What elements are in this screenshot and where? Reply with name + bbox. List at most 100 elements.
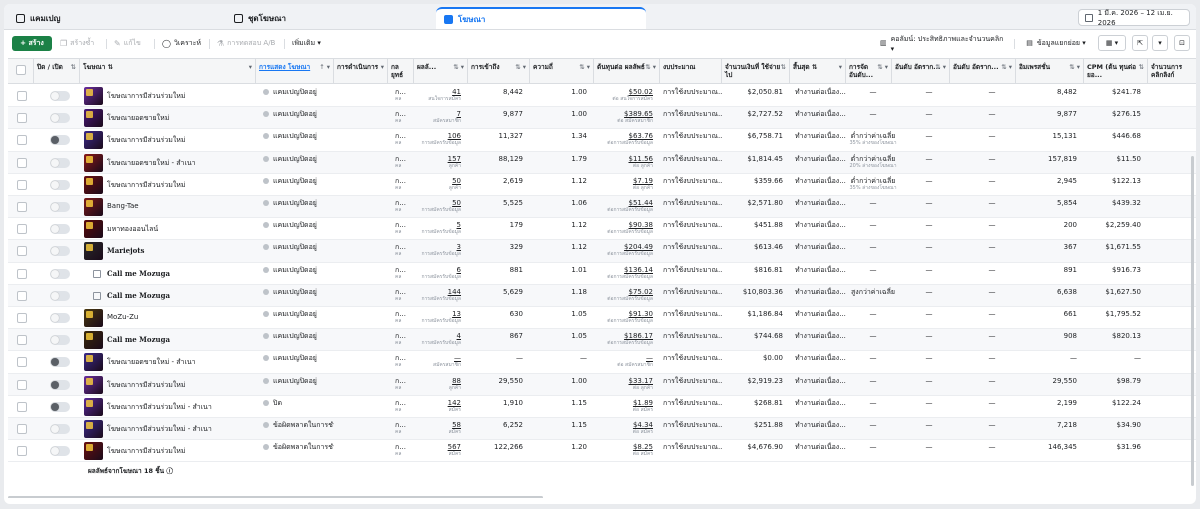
header-quality[interactable]: อันดับ อัตราก... ⇅ ▾ — [892, 59, 950, 84]
results-value[interactable]: 41 — [452, 88, 461, 96]
header-cost-per-result[interactable]: ต้นทุนต่อ ผลลัพธ์ ⇅ ▾ — [594, 59, 660, 84]
ad-name[interactable]: Call me Mozuga — [107, 268, 171, 278]
on-off-toggle[interactable] — [50, 91, 70, 101]
results-value[interactable]: 3 — [456, 243, 461, 252]
on-off-toggle[interactable] — [50, 313, 70, 323]
table-row[interactable]: โฆษณาการมีส่วนร่วมใหม่ แคมเปญปิดอยู่ ก..… — [8, 174, 1196, 196]
ad-name[interactable]: โฆษณาการมีส่วนร่วมใหม่ — [107, 380, 186, 389]
horizontal-scrollbar[interactable] — [8, 496, 543, 498]
cost-per-result-value[interactable]: $90.38 — [628, 221, 654, 230]
header-impressions[interactable]: อิมเพรสชั่น ⇅ ▾ — [1016, 59, 1084, 84]
results-value[interactable]: 144 — [447, 287, 461, 296]
header-budget[interactable]: งบประมาณ — [660, 59, 722, 84]
ad-name[interactable]: โฆษณาการมีส่วนร่วมใหม่ — [107, 136, 186, 145]
ad-thumbnail[interactable] — [84, 442, 103, 461]
row-checkbox[interactable] — [17, 424, 27, 434]
tab-ads[interactable]: โฆษณา — [436, 7, 646, 29]
ad-thumbnail[interactable] — [84, 153, 103, 172]
results-value[interactable]: 7 — [456, 110, 461, 119]
ad-name[interactable]: โฆษณายอดขายใหม่ - สำเนา — [107, 358, 196, 367]
on-off-toggle[interactable] — [50, 224, 70, 235]
row-checkbox[interactable] — [17, 246, 27, 257]
on-off-toggle[interactable] — [50, 379, 70, 390]
row-checkbox[interactable] — [17, 290, 27, 301]
on-off-toggle[interactable] — [50, 290, 70, 301]
results-value[interactable]: 50 — [452, 176, 461, 185]
on-off-toggle[interactable] — [50, 335, 70, 346]
cost-per-result-value[interactable]: $51.44 — [628, 199, 654, 207]
ad-thumbnail[interactable] — [84, 109, 103, 128]
cost-per-result-value[interactable]: $1.89 — [632, 398, 653, 407]
header-ends[interactable]: สิ้นสุด ⇅ ▾ — [790, 59, 846, 84]
results-value[interactable]: 88 — [452, 376, 461, 385]
table-row[interactable]: โฆษณายอดขายใหม่ แคมเปญปิดอยู่ ก... คล 7 สม… — [8, 107, 1196, 130]
on-off-toggle[interactable] — [50, 424, 70, 434]
header-amount-spent[interactable]: จำนวนเงินที่ ใช้จ่ายไป ⇅ — [722, 59, 790, 84]
row-checkbox[interactable] — [17, 313, 27, 323]
results-value[interactable]: 50 — [452, 199, 461, 207]
ad-name[interactable]: โฆษณายอดขายใหม่ — [107, 114, 170, 123]
header-conv[interactable]: อันดับ อัตราก... ⇅ ▾ — [950, 59, 1016, 84]
ad-name[interactable]: มหาทองออนไลน์ — [107, 225, 159, 234]
cost-per-result-value[interactable]: $11.56 — [628, 154, 654, 163]
ad-thumbnail[interactable] — [84, 331, 103, 350]
row-checkbox[interactable] — [17, 401, 27, 412]
on-off-toggle[interactable] — [50, 157, 70, 168]
row-checkbox[interactable] — [17, 224, 27, 235]
ad-thumbnail[interactable] — [84, 198, 103, 216]
table-row[interactable]: Bang-Tae แคมเปญปิดอยู่ ก... คล 50 การสมัคร… — [8, 196, 1196, 219]
analyze-button[interactable]: ◯ วิเคราะห์ — [162, 39, 202, 48]
on-off-toggle[interactable] — [50, 179, 70, 190]
ad-name[interactable]: Call me Mozuga — [107, 335, 171, 345]
cost-per-result-value[interactable]: $63.76 — [628, 132, 654, 141]
cost-per-result-value[interactable]: $75.02 — [628, 287, 654, 296]
header-ad[interactable]: โฆษณา ⇅ ▾ — [80, 59, 256, 84]
ad-name[interactable]: โฆษณายอดขายใหม่ - สำเนา — [107, 158, 196, 167]
breakdown-button[interactable]: ▤ ข้อมูลแยกย่อย ▾ — [1018, 35, 1094, 51]
cost-per-result-value[interactable]: $8.25 — [632, 443, 653, 452]
cost-per-result-value[interactable]: $204.49 — [624, 243, 653, 252]
results-value[interactable]: 58 — [452, 421, 461, 429]
ad-name[interactable]: Mariejots — [107, 246, 145, 256]
header-frequency[interactable]: ความถี่ ⇅ ▾ — [530, 59, 594, 84]
header-link-clicks[interactable]: จำนวนการ คลิกลิงก์ — [1151, 63, 1183, 79]
edit-button[interactable]: ✎ แก้ไข — [114, 39, 141, 48]
header-delivery[interactable]: การแสดง โฆษณา ↑ ▾ — [256, 59, 334, 84]
more-button[interactable]: เพิ่มเติม ▾ — [292, 39, 321, 47]
on-off-toggle[interactable] — [50, 268, 70, 279]
row-checkbox[interactable] — [17, 379, 27, 390]
cost-per-result-value[interactable]: $389.65 — [624, 110, 653, 119]
table-row[interactable]: Call me Mozuga แคมเปญปิดอยู่ ก... คล 4 การ… — [8, 329, 1196, 352]
ad-thumbnail[interactable] — [84, 242, 103, 261]
header-onoff[interactable]: ปิด / เปิด ⇅ — [34, 59, 80, 84]
header-bid[interactable]: กล ยุทธ์ — [388, 59, 414, 84]
row-checkbox[interactable] — [17, 335, 27, 346]
ad-name[interactable]: โฆษณาการมีส่วนร่วมใหม่ — [107, 180, 186, 189]
row-checkbox[interactable] — [17, 113, 27, 124]
header-reach[interactable]: การเข้าถึง ⇅ ▾ — [468, 59, 530, 84]
tab-adsets[interactable]: ชุดโฆษณา — [226, 7, 432, 29]
on-off-toggle[interactable] — [50, 357, 70, 368]
table-row[interactable]: โฆษณาการมีส่วนร่วมใหม่ ข้อผิดพลาดในการชำ… — [8, 440, 1196, 463]
results-value[interactable]: 13 — [452, 310, 461, 318]
ad-thumbnail[interactable] — [84, 375, 103, 394]
table-row[interactable]: โฆษณาการมีส่วนร่วมใหม่ แคมเปญปิดอยู่ ก..… — [8, 85, 1196, 108]
date-range-button[interactable]: 1 มี.ค. 2026 – 12 เม.ย. 2026 — [1078, 9, 1190, 27]
row-checkbox[interactable] — [17, 157, 27, 168]
table-row[interactable]: โฆษณายอดขายใหม่ - สำเนา แคมเปญปิดอยู่ ก.… — [8, 151, 1196, 174]
ad-thumbnail[interactable] — [84, 220, 103, 239]
results-value[interactable]: 5 — [456, 221, 461, 230]
results-value[interactable]: 567 — [447, 443, 461, 452]
cost-per-result-value[interactable]: $50.02 — [628, 88, 654, 96]
row-checkbox[interactable] — [17, 202, 27, 212]
on-off-toggle[interactable] — [50, 113, 70, 124]
ad-thumbnail[interactable] — [84, 131, 103, 150]
table-row[interactable]: โฆษณายอดขายใหม่ - สำเนา แคมเปญปิดอยู่ ก.… — [8, 351, 1196, 374]
ad-name[interactable]: Bang-Tae — [107, 202, 139, 210]
on-off-toggle[interactable] — [50, 135, 70, 146]
ad-thumbnail[interactable] — [84, 175, 103, 194]
ad-name[interactable]: MoZu-Zu — [107, 313, 139, 321]
cost-per-result-value[interactable]: $186.17 — [624, 332, 653, 341]
table-row[interactable]: Call me Mozuga แคมเปญปิดอยู่ ก... คล 144 ก… — [8, 284, 1196, 307]
header-results[interactable]: ผลลั... ⇅ ▾ — [414, 59, 468, 84]
